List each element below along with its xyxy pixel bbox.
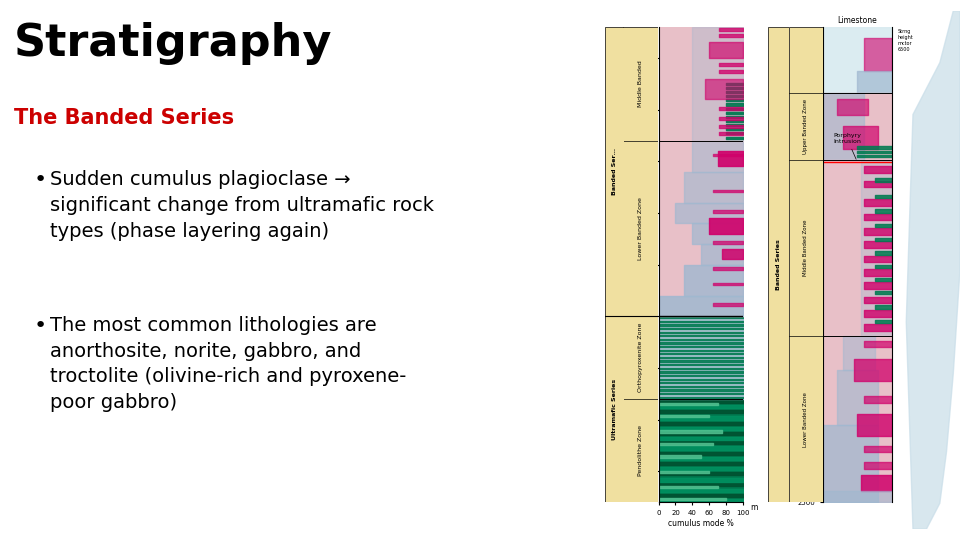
Text: Middle Banded Zone: Middle Banded Zone	[804, 220, 808, 276]
Text: Strng
height
mctor
6500: Strng height mctor 6500	[898, 29, 913, 52]
Text: Upper Banded Zone: Upper Banded Zone	[804, 99, 808, 154]
Text: Banded Ser…: Banded Ser…	[612, 148, 617, 195]
Text: Ultramafic Series: Ultramafic Series	[612, 379, 617, 440]
Text: Porphyry
Intrusion: Porphyry Intrusion	[833, 133, 861, 159]
Polygon shape	[906, 11, 960, 529]
Text: Lower Banded Zone: Lower Banded Zone	[637, 197, 643, 260]
Bar	[605, 27, 624, 316]
Text: Middle Banded: Middle Banded	[637, 60, 643, 107]
Text: Sudden cumulus plagioclase →
significant change from ultramafic rock
types (phas: Sudden cumulus plagioclase → significant…	[50, 170, 434, 241]
Text: Stratigraphy: Stratigraphy	[13, 22, 332, 65]
X-axis label: cumulus mode %: cumulus mode %	[668, 518, 733, 528]
Text: m: m	[750, 503, 757, 512]
Text: The most common lithologies are
anorthosite, norite, gabbro, and
troctolite (oli: The most common lithologies are anorthos…	[50, 316, 406, 412]
Text: Lower Banded Zone: Lower Banded Zone	[804, 392, 808, 447]
Text: Banded Series: Banded Series	[776, 239, 781, 290]
Text: Pendolithe Zone: Pendolithe Zone	[637, 425, 643, 476]
Text: The Banded Series: The Banded Series	[13, 108, 233, 128]
Text: Limestone: Limestone	[837, 16, 877, 25]
Bar	[605, 316, 624, 502]
Text: •: •	[34, 170, 47, 190]
Text: Orthopyroxenite Zone: Orthopyroxenite Zone	[637, 323, 643, 392]
Text: •: •	[34, 316, 47, 336]
